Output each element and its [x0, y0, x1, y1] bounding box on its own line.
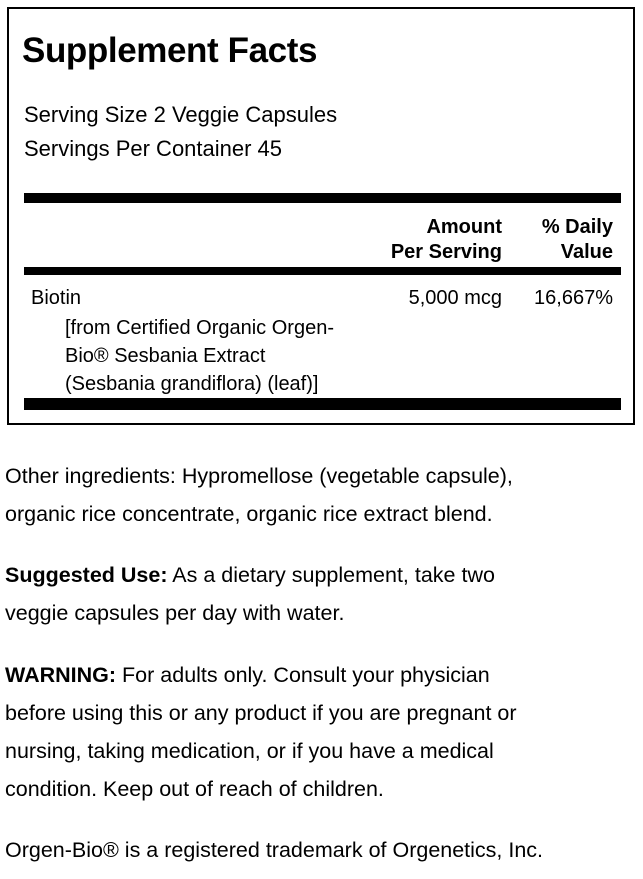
- daily-value-header-line1: % Daily: [541, 216, 613, 238]
- nutrient-name: Biotin: [31, 287, 82, 309]
- rule-bottom: [24, 398, 621, 410]
- other-ingredients-line2: organic rice concentrate, organic rice e…: [5, 502, 493, 526]
- serving-size-text: Serving Size 2 Veggie Capsules: [24, 102, 338, 127]
- warning-line2: before using this or any product if you …: [5, 701, 517, 725]
- daily-value-header-line2: Value: [560, 241, 613, 263]
- warning-line3: nursing, taking medication, or if you ha…: [5, 739, 494, 763]
- nutrient-amount-per-serving: 5,000 mcg: [408, 287, 502, 309]
- suggested-use-line1-rest: As a dietary supplement, take two: [167, 563, 495, 587]
- nutrient-source-line1: [from Certified Organic Orgen-: [65, 317, 334, 339]
- other-ingredients-paragraph: Other ingredients: Hypromellose (vegetab…: [5, 457, 639, 533]
- suggested-use-label: Suggested Use:: [5, 563, 168, 587]
- trademark-paragraph: Orgen-Bio® is a registered trademark of …: [5, 831, 639, 869]
- trademark-text: Orgen-Bio® is a registered trademark of …: [5, 838, 544, 862]
- nutrient-source-line2: Bio® Sesbania Extract: [65, 345, 266, 367]
- warning-line4: condition. Keep out of reach of children…: [5, 777, 384, 801]
- servings-per-container-text: Servings Per Container 45: [24, 136, 283, 161]
- rule-above-headers: [24, 193, 621, 203]
- supplement-facts-title: Supplement Facts: [22, 31, 318, 70]
- nutrient-source-line3: (Sesbania grandiflora) (leaf)]: [65, 373, 319, 395]
- panel-inner: Supplement Facts Serving Size 2 Veggie C…: [9, 9, 633, 423]
- amount-header-line1: Amount: [426, 216, 502, 238]
- other-ingredients-line1: Other ingredients: Hypromellose (vegetab…: [5, 464, 513, 488]
- rule-below-headers: [24, 267, 621, 275]
- suggested-use-line2: veggie capsules per day with water.: [5, 601, 345, 625]
- warning-line1-rest: For adults only. Consult your physician: [116, 663, 490, 687]
- warning-label: WARNING:: [5, 663, 117, 687]
- column-header-daily-value: % Daily Value: [542, 215, 613, 265]
- suggested-use-line1: Suggested Use: As a dietary supplement, …: [5, 556, 639, 594]
- nutrient-source-description: [from Certified Organic Orgen- Bio® Sesb…: [65, 314, 425, 398]
- amount-header-line2: Per Serving: [390, 241, 502, 263]
- warning-line1: WARNING: For adults only. Consult your p…: [5, 656, 639, 694]
- warning-paragraph: WARNING: For adults only. Consult your p…: [5, 656, 639, 808]
- suggested-use-paragraph: Suggested Use: As a dietary supplement, …: [5, 556, 639, 632]
- supplement-facts-panel: Supplement Facts Serving Size 2 Veggie C…: [7, 7, 635, 425]
- column-header-amount-per-serving: Amount Per Serving: [391, 215, 502, 265]
- column-headers: Amount Per Serving % Daily Value: [24, 215, 621, 265]
- nutrient-daily-value: 16,667%: [534, 287, 613, 309]
